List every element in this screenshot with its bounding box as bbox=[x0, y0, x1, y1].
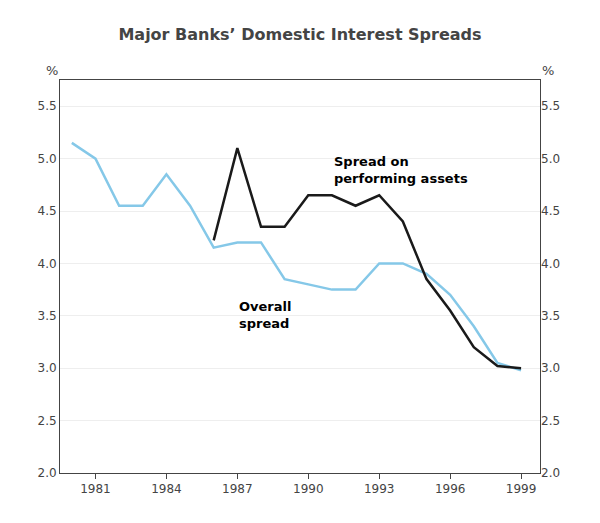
svg-text:1984: 1984 bbox=[151, 482, 182, 496]
svg-text:4.5: 4.5 bbox=[541, 204, 560, 218]
svg-text:5.0: 5.0 bbox=[541, 152, 560, 166]
svg-text:5.5: 5.5 bbox=[541, 99, 560, 113]
svg-text:4.5: 4.5 bbox=[38, 204, 57, 218]
svg-text:1996: 1996 bbox=[435, 482, 466, 496]
svg-text:1999: 1999 bbox=[506, 482, 537, 496]
svg-text:1993: 1993 bbox=[364, 482, 395, 496]
svg-text:1987: 1987 bbox=[222, 482, 253, 496]
svg-text:5.5: 5.5 bbox=[38, 99, 57, 113]
svg-text:3.5: 3.5 bbox=[541, 309, 560, 323]
svg-text:4.0: 4.0 bbox=[541, 257, 560, 271]
svg-text:3.5: 3.5 bbox=[38, 309, 57, 323]
svg-text:2.5: 2.5 bbox=[541, 414, 560, 428]
svg-text:Spread onperforming assets: Spread onperforming assets bbox=[334, 154, 468, 186]
svg-text:2.0: 2.0 bbox=[541, 466, 560, 480]
svg-text:Major Banks’ Domestic Interest: Major Banks’ Domestic Interest Spreads bbox=[118, 25, 481, 44]
svg-text:3.0: 3.0 bbox=[38, 361, 57, 375]
svg-text:1990: 1990 bbox=[293, 482, 324, 496]
svg-text:2.0: 2.0 bbox=[38, 466, 57, 480]
svg-text:5.0: 5.0 bbox=[38, 152, 57, 166]
svg-text:%: % bbox=[46, 63, 58, 78]
svg-text:%: % bbox=[542, 63, 554, 78]
svg-text:Overallspread: Overallspread bbox=[239, 299, 291, 331]
svg-text:1981: 1981 bbox=[80, 482, 111, 496]
svg-text:2.5: 2.5 bbox=[38, 414, 57, 428]
svg-text:3.0: 3.0 bbox=[541, 361, 560, 375]
svg-text:4.0: 4.0 bbox=[38, 257, 57, 271]
